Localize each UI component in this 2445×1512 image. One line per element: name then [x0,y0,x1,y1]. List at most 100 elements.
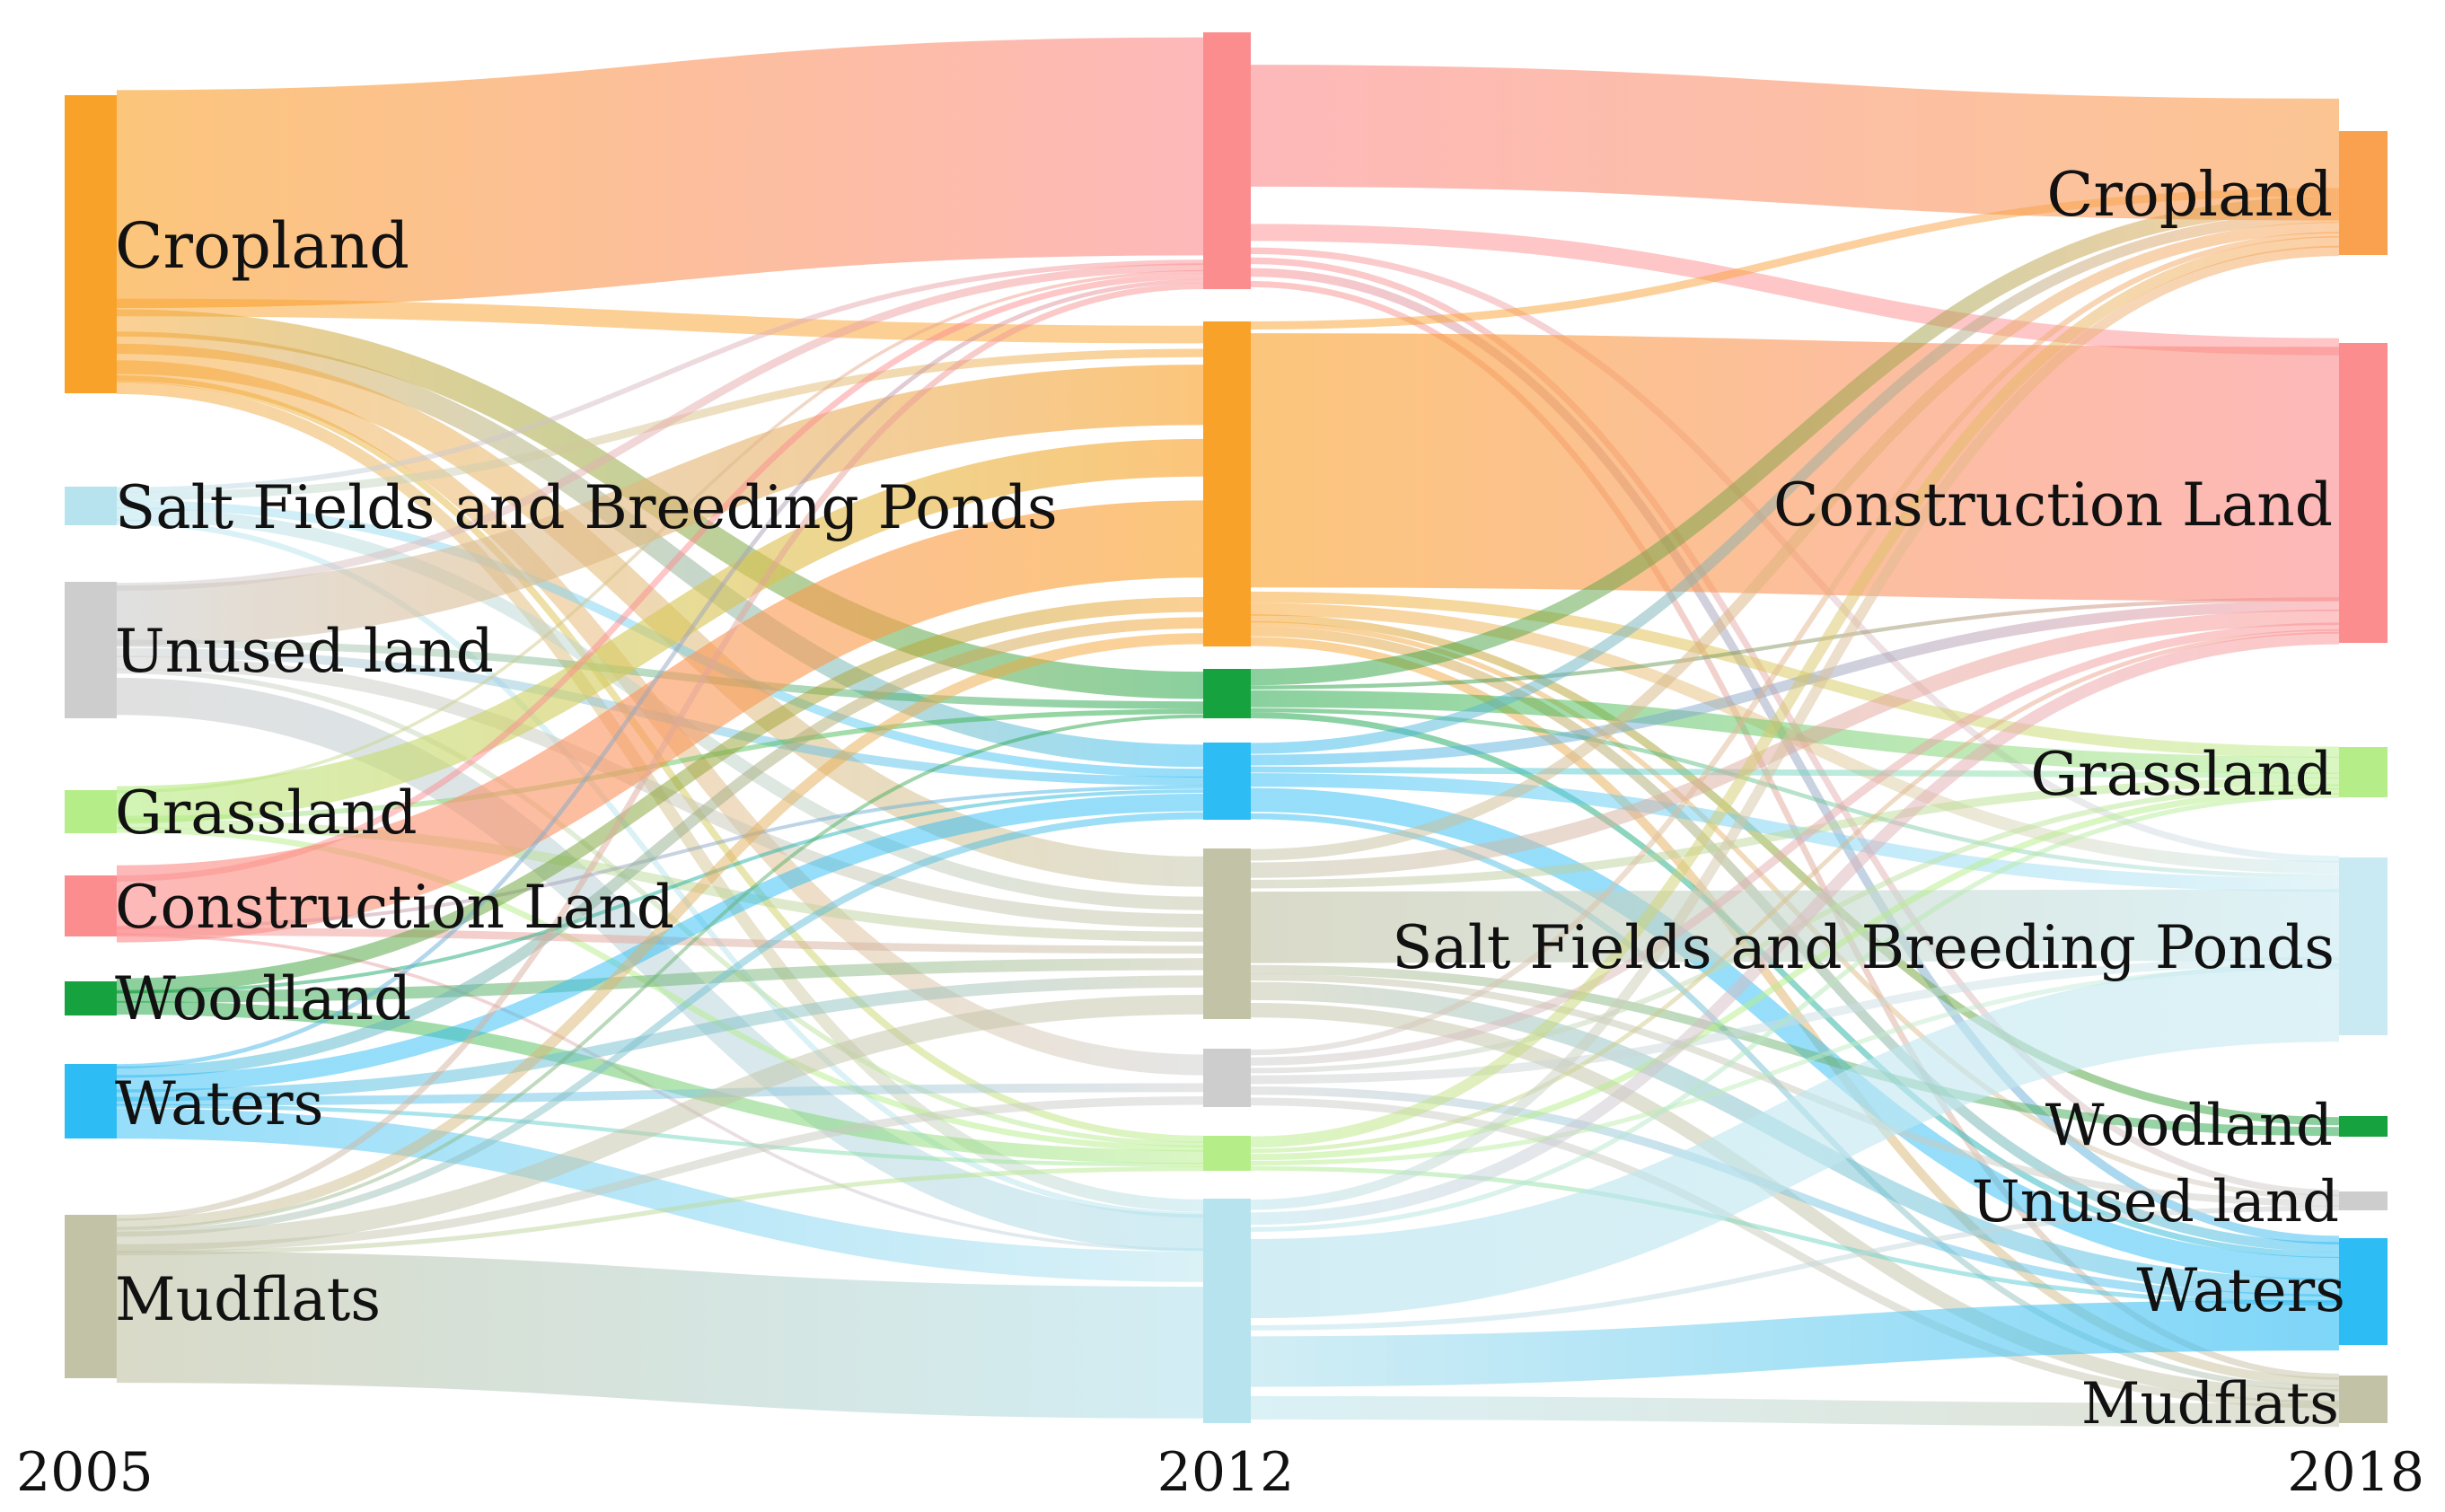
node-2012-waters [1203,743,1251,820]
node-2005-wood [65,981,117,1015]
flow-2005-2012-grass-to-construction [116,269,1204,794]
flow-2005-2012-grass-to-cropland [116,438,1204,824]
flow-2005-2012-mud-to-cropland [116,633,1204,1230]
flow-2012-2018-salt-to-grass [1250,793,2340,1232]
label-2018-cropland: Cropland [2046,160,2333,231]
year-label-2012: 2012 [1157,1441,1295,1504]
flow-2005-2012-unused-to-grass [116,668,1204,1147]
node-2005-grass [65,790,117,833]
flow-2012-2018-salt-to-cropland [1250,245,2340,1210]
flow-2005-2012-cropland-to-construction [116,37,1204,309]
label-2005-grass: Grassland [115,778,418,848]
label-2018-construction: Construction Land [1773,470,2333,540]
label-2018-mud: Mudflats [2081,1371,2339,1437]
node-2012-salt [1203,1199,1251,1423]
flow-2005-2012-unused-to-cropland [116,365,1204,646]
flow-2005-2012-mud-to-wood [116,714,1204,1231]
node-2018-salt [2339,857,2388,1035]
node-2018-wood [2339,1116,2388,1137]
node-2018-waters [2339,1238,2388,1345]
flow-2005-2012-cropland-to-cropland [116,298,1204,344]
label-2005-construction: Construction Land [115,873,674,942]
flow-2005-2012-waters-to-unused [116,1083,1204,1106]
label-2005-mud: Mudflats [115,1265,381,1334]
flow-2005-2012-salt-to-construction [116,259,1204,493]
label-2018-waters: Waters [2137,1256,2345,1325]
flow-2005-2012-unused-to-construction [116,263,1204,592]
flow-2005-2012-wood-to-cropland [116,596,1204,994]
flow-2012-2018-salt-to-unused [1250,1205,2340,1331]
node-2005-construction [65,875,117,936]
flow-2012-2018-cropland-to-construction [1250,333,2340,602]
year-label-2018: 2018 [2287,1441,2424,1504]
flow-2012-2018-grass-to-grass [1250,787,2340,1161]
year-label-2005: 2005 [16,1441,154,1504]
node-2018-construction [2339,343,2388,643]
label-2005-waters: Waters [115,1069,323,1138]
node-2012-mud [1203,848,1251,1019]
flow-2012-2018-construction-to-cropland [1250,65,2340,221]
flow-2012-2018-cropland-to-cropland [1250,188,2340,330]
flow-2012-2018-salt-to-construction [1250,631,2340,1226]
flow-2012-2018-grass-to-construction [1250,629,2340,1154]
label-2018-salt: Salt Fields and Breeding Ponds [1392,913,2335,982]
node-2012-wood [1203,669,1251,718]
flow-2012-2018-wood-to-cropland [1250,196,2340,686]
label-2005-cropland: Cropland [115,209,409,283]
flows-layer [116,37,2340,1428]
flow-2005-2012-construction-to-waters [116,785,1204,930]
flow-2005-2012-mud-to-grass [116,1166,1204,1256]
flow-2012-2018-unused-to-waters [1250,1086,2340,1303]
flow-2012-2018-salt-to-mud [1250,1395,2340,1428]
node-2005-salt [65,487,117,525]
flow-2005-2012-mud-to-waters [116,812,1204,1237]
flow-2012-2018-waters-to-cropland [1250,212,2340,754]
label-2018-grass: Grassland [2030,740,2333,809]
flow-2005-2012-unused-to-salt [116,677,1204,1252]
flow-2012-2018-unused-to-salt [1250,956,2340,1085]
flow-2012-2018-mud-to-grass [1250,777,2340,889]
flow-2005-2012-construction-to-construction [116,273,1204,882]
flow-2012-2018-construction-to-waters [1250,268,2340,1245]
node-2012-cropland [1203,321,1251,646]
flow-2005-2012-construction-to-cropland [116,500,1204,943]
flow-2012-2018-mud-to-construction [1250,609,2340,878]
flow-2012-2018-grass-to-cropland [1250,235,2340,1148]
node-2012-grass [1203,1136,1251,1171]
label-2018-wood: Woodland [2045,1093,2333,1159]
label-2005-unused: Unused land [115,617,494,686]
flow-2012-2018-mud-to-unused [1250,973,2340,1207]
flow-2005-2012-waters-to-grass [116,1103,1204,1167]
node-2012-construction [1203,32,1251,289]
nodes-layer [65,32,2388,1423]
flow-2005-2012-waters-to-salt [116,1108,1204,1282]
flow-2005-2012-waters-to-mud [116,975,1204,1102]
flow-2012-2018-waters-to-waters [1250,787,2340,1281]
node-2005-waters [65,1064,117,1138]
node-2018-grass [2339,747,2388,797]
flow-2005-2012-mud-to-salt [116,1251,1204,1419]
flow-2005-2012-mud-to-construction [116,283,1204,1221]
node-2012-unused [1203,1049,1251,1107]
flow-2005-2012-cropland-to-waters [116,331,1204,768]
label-2005-salt: Salt Fields and Breeding Ponds [115,473,1058,542]
label-2005-wood: Woodland [115,964,411,1033]
flow-2012-2018-unused-to-cropland [1250,232,2340,1056]
flow-2005-2012-waters-to-construction [116,278,1204,1068]
flow-2012-2018-mud-to-cropland [1250,222,2340,861]
flow-2012-2018-grass-to-waters [1250,1165,2340,1306]
node-2005-mud [65,1215,117,1378]
flow-2012-2018-cropland-to-grass [1250,591,2340,759]
flow-2012-2018-unused-to-construction [1250,622,2340,1066]
flow-2005-2012-grass-to-mud [116,818,1204,942]
node-2018-mud [2339,1376,2388,1423]
flow-2005-2012-waters-to-cropland [116,617,1204,1078]
year-axis: 2005 2012 2018 [16,1441,2424,1504]
flow-2012-2018-construction-to-construction [1250,224,2340,356]
flow-2005-2012-mud-to-mud [116,995,1204,1252]
flow-2005-2012-mud-to-unused [116,1096,1204,1253]
node-2005-cropland [65,95,117,393]
label-2018-unused: Unused land [1972,1169,2339,1235]
flow-2012-2018-waters-to-grass [1250,766,2340,779]
